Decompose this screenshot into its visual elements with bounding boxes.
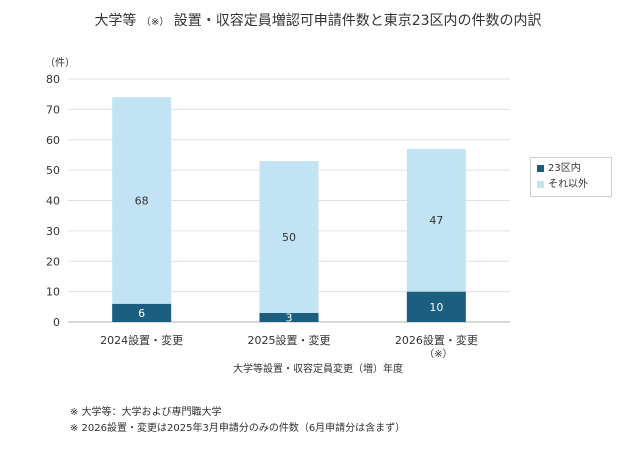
bar-other-2 — [406, 148, 466, 292]
chart-title-note: （※） — [140, 17, 170, 28]
y-tick-label: 60 — [46, 134, 60, 147]
bar-other-1 — [259, 161, 319, 313]
y-tick-label: 70 — [46, 103, 60, 116]
legend-swatch-other — [537, 180, 544, 188]
x-tick-label: 2025設置・変更 — [248, 333, 331, 347]
bar-23ku-1 — [259, 312, 319, 322]
y-tick-label: 40 — [46, 195, 60, 208]
data-label: 68 — [135, 195, 149, 208]
y-axis-unit: （件） — [45, 57, 75, 69]
x-tick-label: 2024設置・変更 — [100, 333, 183, 347]
bar-other-0 — [112, 97, 172, 304]
bar-23ku-2 — [406, 291, 466, 322]
x-tick-note: （※） — [424, 348, 452, 360]
y-tick-label: 0 — [53, 316, 60, 329]
data-label: 10 — [429, 301, 443, 314]
footnote-2: ※ 2026設置・変更は2025年3月申請分のみの件数（6月申請分は含まず） — [70, 423, 406, 434]
y-tick-label: 10 — [46, 286, 60, 299]
data-label: 6 — [138, 307, 145, 320]
chart-title-rest: 設置・収容定員増認可申請件数と東京23区内の件数の内訳 — [173, 13, 542, 29]
legend-item-other: それ以外 — [537, 178, 588, 192]
data-label: 50 — [282, 231, 296, 244]
legend-label-other: それ以外 — [548, 179, 588, 190]
y-tick-label: 80 — [46, 73, 60, 86]
footnotes: ※ 大学等：大学および専門職大学 ※ 2026設置・変更は2025年3月申請分の… — [70, 405, 405, 437]
legend-label-23ku: 23区内 — [548, 163, 581, 174]
y-tick-label: 50 — [46, 164, 60, 177]
data-label: 47 — [429, 214, 443, 227]
chart-title: 大学等 （※） 設置・収容定員増認可申請件数と東京23区内の件数の内訳 — [0, 10, 636, 30]
legend-swatch-23ku — [537, 164, 544, 172]
x-tick-label: 2026設置・変更 — [395, 333, 478, 347]
data-label: 3 — [286, 311, 293, 324]
y-tick-label: 20 — [46, 255, 60, 268]
chart-title-main: 大学等 — [94, 13, 137, 29]
footnote-1: ※ 大学等：大学および専門職大学 — [70, 407, 222, 418]
bar-chart: 0 10 20 30 40 50 60 70 80 （件） 6 68 2024設置・変更 3 50 2025設… — [45, 57, 510, 360]
chart-legend: 23区内 それ以外 — [530, 157, 612, 197]
legend-item-23ku: 23区内 — [537, 162, 581, 176]
bar-23ku-0 — [112, 303, 172, 322]
y-tick-label: 30 — [46, 225, 60, 238]
x-axis-title: 大学等設置・収容定員変更（増）年度 — [233, 364, 403, 375]
